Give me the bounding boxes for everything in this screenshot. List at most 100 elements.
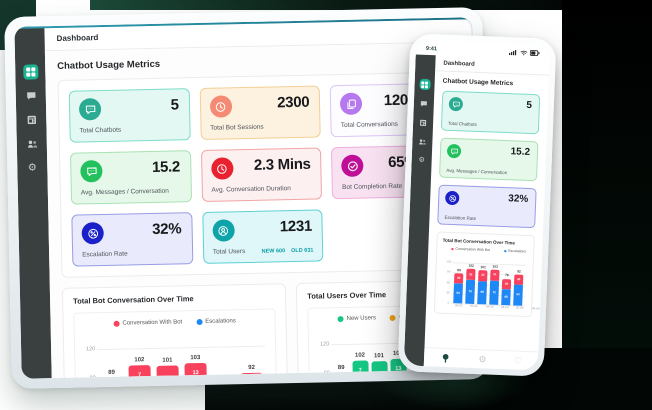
metric-label: Avg. Conversation Duration (211, 185, 291, 194)
bar-value-label: 33 (480, 273, 485, 278)
heart-icon[interactable]: ♡ (513, 355, 523, 366)
metric-card-escalation-rate: 32% Escalation Rate (437, 184, 537, 229)
sidebar-item-users[interactable] (417, 136, 428, 147)
signal-icon (509, 49, 517, 55)
dashboard-grid-icon (420, 80, 429, 88)
tree-icon[interactable] (440, 352, 451, 363)
laptop-screen: ⚙ Dashboard Chatbot Usage Metrics 5 Tota… (14, 17, 480, 379)
legend-item: Escalations (196, 318, 236, 326)
page-title: Chatbot Usage Metrics (57, 58, 161, 72)
bar-conversations (240, 372, 265, 379)
legend-item: Conversation With Bot (451, 247, 490, 252)
metric-value: 15.2 (151, 158, 181, 176)
phone-status-bar: 9:41 (416, 40, 550, 60)
user-circle-icon (212, 219, 235, 242)
old-users-count: OLD 631 (291, 247, 314, 255)
settings-gear-icon[interactable]: ⚙ (478, 353, 487, 364)
legend-label: Escalations (205, 318, 236, 325)
legend-item: New Users (337, 315, 376, 323)
users-icon (26, 138, 37, 149)
metric-label: Avg. Messages / Conversation (80, 187, 169, 197)
settings-gear-icon: ⚙ (418, 156, 425, 164)
sidebar-item-settings[interactable]: ⚙ (25, 160, 40, 175)
x-tick-label: 05-04 (500, 305, 509, 310)
settings-gear-icon: ⚙ (27, 161, 37, 174)
dashboard-grid-icon (25, 66, 36, 77)
sidebar-item-dashboard[interactable] (22, 64, 38, 80)
users-breakdown: NEW 600 OLD 631 (262, 248, 314, 255)
metric-label: Avg. Messages / Conversation (446, 167, 508, 176)
sidebar-item-reports[interactable] (417, 117, 428, 128)
x-tick-label: 05-03 (485, 305, 494, 309)
legend-dot (196, 318, 203, 326)
legend-label: Conversation With Bot (455, 247, 490, 253)
chart-legend: Conversation With Bot Escalations (81, 318, 269, 328)
phone-mockup: 9:41 (397, 33, 557, 377)
metric-value: 1231 (279, 217, 313, 236)
chat-icon (25, 90, 36, 101)
sidebar-item-conversations[interactable] (23, 88, 38, 103)
clock-icon (209, 95, 232, 118)
bar-value-label: 60 (455, 291, 460, 295)
dashboard-content: Chatbot Usage Metrics 5 Total Chatbots 2… (44, 42, 480, 379)
legend-dot (503, 249, 507, 253)
bot-conversation-chart: Conversation With BotEscalations12090603… (73, 308, 279, 379)
status-time: 9:41 (425, 45, 438, 52)
battery-icon (529, 49, 540, 56)
legend-dot (113, 320, 120, 327)
bar-value-label: 72 (492, 290, 496, 295)
bar-value-label: 70 (468, 290, 472, 294)
phone-bottom-nav: ⚙ ♡ (423, 347, 539, 371)
metric-label: Bot Completion Rate (342, 182, 403, 192)
new-users-count: NEW 600 (261, 248, 286, 255)
users-icon (418, 137, 426, 145)
x-tick-label: 05-06 (531, 307, 540, 311)
y-tick-label: 120 (320, 341, 330, 348)
bar-value-label: 32 (468, 272, 473, 277)
bar-total-label: 103 (492, 265, 499, 269)
legend-dot (389, 314, 397, 322)
metric-card-avg-messages: 15.2 Avg. Messages / Conversation (70, 150, 192, 205)
legend-item: Escalations (503, 249, 526, 254)
metric-label: Total Conversations (340, 120, 398, 130)
report-icon (419, 118, 427, 126)
y-tick-label: 90 (446, 270, 451, 274)
metric-value: 32% (508, 193, 529, 205)
chat-bubble-icon (80, 160, 103, 183)
chart-title: Total Bot Conversation Over Time (442, 237, 516, 246)
bar-escalation-label: 13 (192, 370, 199, 377)
sidebar-item-reports[interactable] (24, 112, 39, 127)
legend-dot (451, 247, 454, 251)
chat-icon (420, 99, 428, 107)
bar-value-label: 29 (456, 276, 460, 280)
chat-bubble-icon (448, 96, 464, 112)
decor-top-strip (90, 0, 652, 10)
bar-value-label: 30 (505, 282, 509, 286)
check-circle-icon (341, 154, 364, 178)
x-tick-label: 05-01 (454, 304, 463, 308)
sidebar-item-conversations[interactable] (418, 98, 429, 109)
y-tick-label: 0 (447, 301, 450, 305)
metric-label: Total Chatbots (79, 126, 122, 135)
metric-card-total-users: 1231 Total Users NEW 600 OLD 631 (201, 209, 324, 264)
sidebar-item-users[interactable] (24, 136, 39, 151)
metric-value: 2.3 Mins (253, 155, 311, 174)
metric-card-total-chatbots: 5 Total Chatbots (68, 88, 191, 143)
metric-card-total-conversations: 1200 Total Conversations (329, 82, 452, 138)
sidebar-item-settings[interactable]: ⚙ (416, 155, 427, 166)
metric-card-bot-completion-rate: 65% Bot Completion Rate (331, 144, 454, 200)
sidebar-item-dashboard[interactable] (418, 78, 431, 91)
report-icon (26, 114, 37, 125)
bar-value-label: 48 (504, 295, 508, 299)
bar-total-label: 101 (480, 265, 486, 270)
chart-title: Total Bot Conversation Over Time (73, 294, 194, 306)
metric-card-avg-duration: 2.3 Mins Avg. Conversation Duration (200, 147, 323, 202)
bar-escalation-label: 13 (395, 365, 402, 373)
wifi-icon (519, 49, 527, 55)
topbar-title: Dashboard (56, 32, 99, 43)
metric-value: 32% (151, 220, 182, 238)
bar-conversations (156, 365, 181, 379)
bar-escalation-label: 7 (358, 367, 362, 374)
